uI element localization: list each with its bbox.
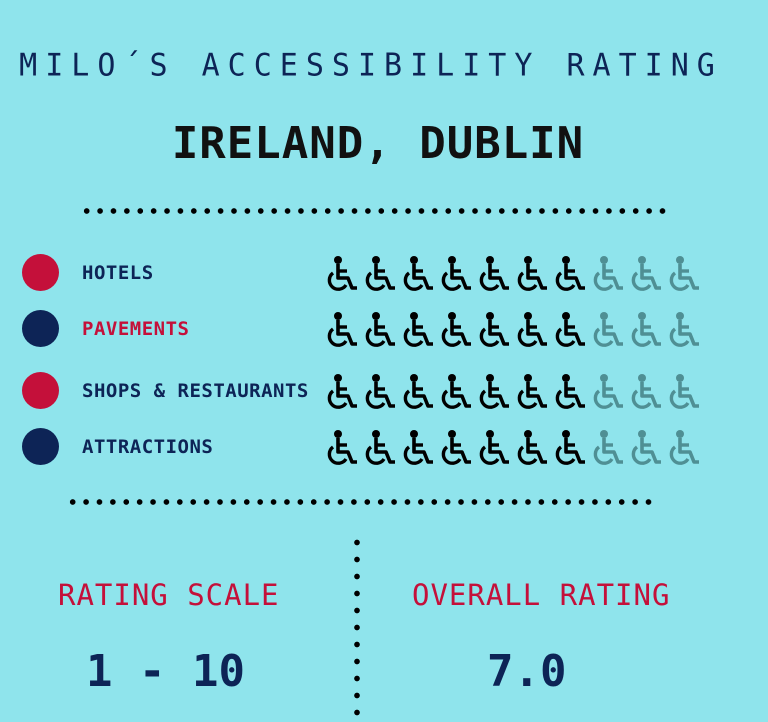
wheelchair-icon bbox=[322, 372, 360, 412]
wheelchair-icon bbox=[398, 428, 436, 468]
wheelchair-icon bbox=[474, 310, 512, 350]
wheelchair-icon bbox=[474, 428, 512, 468]
category-row: ATTRACTIONS bbox=[0, 428, 768, 468]
wheelchair-icon bbox=[360, 310, 398, 350]
wheelchair-icon bbox=[512, 428, 550, 468]
rating-icons bbox=[322, 310, 702, 350]
rating-scale-value: 1 - 10 bbox=[86, 646, 245, 697]
wheelchair-icon bbox=[436, 254, 474, 294]
wheelchair-icon bbox=[436, 310, 474, 350]
wheelchair-icon bbox=[588, 372, 626, 412]
wheelchair-icon bbox=[512, 372, 550, 412]
wheelchair-icon bbox=[550, 372, 588, 412]
category-label: HOTELS bbox=[82, 262, 154, 284]
bullet-icon bbox=[22, 310, 59, 347]
wheelchair-icon bbox=[474, 254, 512, 294]
category-row: PAVEMENTS bbox=[0, 310, 768, 350]
wheelchair-icon bbox=[550, 428, 588, 468]
wheelchair-icon bbox=[626, 310, 664, 350]
wheelchair-icon bbox=[322, 310, 360, 350]
wheelchair-icon bbox=[398, 372, 436, 412]
dotted-divider-vertical bbox=[354, 534, 360, 722]
overall-rating-value: 7.0 bbox=[487, 646, 567, 697]
wheelchair-icon bbox=[360, 254, 398, 294]
wheelchair-icon bbox=[664, 310, 702, 350]
dotted-divider-middle bbox=[66, 499, 652, 505]
location-title: IRELAND, DUBLIN bbox=[171, 118, 585, 169]
wheelchair-icon bbox=[474, 372, 512, 412]
wheelchair-icon bbox=[322, 428, 360, 468]
wheelchair-icon bbox=[360, 428, 398, 468]
wheelchair-icon bbox=[436, 428, 474, 468]
wheelchair-icon bbox=[588, 310, 626, 350]
wheelchair-icon bbox=[626, 428, 664, 468]
wheelchair-icon bbox=[550, 254, 588, 294]
rating-icons bbox=[322, 428, 702, 468]
wheelchair-icon bbox=[512, 310, 550, 350]
wheelchair-icon bbox=[626, 254, 664, 294]
wheelchair-icon bbox=[664, 428, 702, 468]
wheelchair-icon bbox=[398, 310, 436, 350]
wheelchair-icon bbox=[436, 372, 474, 412]
category-label: PAVEMENTS bbox=[82, 318, 190, 340]
category-label: ATTRACTIONS bbox=[82, 436, 214, 458]
bullet-icon bbox=[22, 428, 59, 465]
wheelchair-icon bbox=[512, 254, 550, 294]
wheelchair-icon bbox=[322, 254, 360, 294]
dotted-divider-top bbox=[80, 208, 666, 214]
wheelchair-icon bbox=[626, 372, 664, 412]
wheelchair-icon bbox=[588, 428, 626, 468]
wheelchair-icon bbox=[664, 372, 702, 412]
wheelchair-icon bbox=[588, 254, 626, 294]
bullet-icon bbox=[22, 254, 59, 291]
wheelchair-icon bbox=[664, 254, 702, 294]
category-row: SHOPS & RESTAURANTS bbox=[0, 372, 768, 412]
rating-scale-label: RATING SCALE bbox=[58, 578, 280, 612]
category-row: HOTELS bbox=[0, 254, 768, 294]
wheelchair-icon bbox=[360, 372, 398, 412]
wheelchair-icon bbox=[550, 310, 588, 350]
rating-icons bbox=[322, 254, 702, 294]
bullet-icon bbox=[22, 372, 59, 409]
wheelchair-icon bbox=[398, 254, 436, 294]
category-label: SHOPS & RESTAURANTS bbox=[82, 380, 309, 402]
overall-rating-label: OVERALL RATING bbox=[412, 578, 671, 612]
page-title: MILO´S ACCESSIBILITY RATING bbox=[19, 47, 723, 84]
rating-icons bbox=[322, 372, 702, 412]
